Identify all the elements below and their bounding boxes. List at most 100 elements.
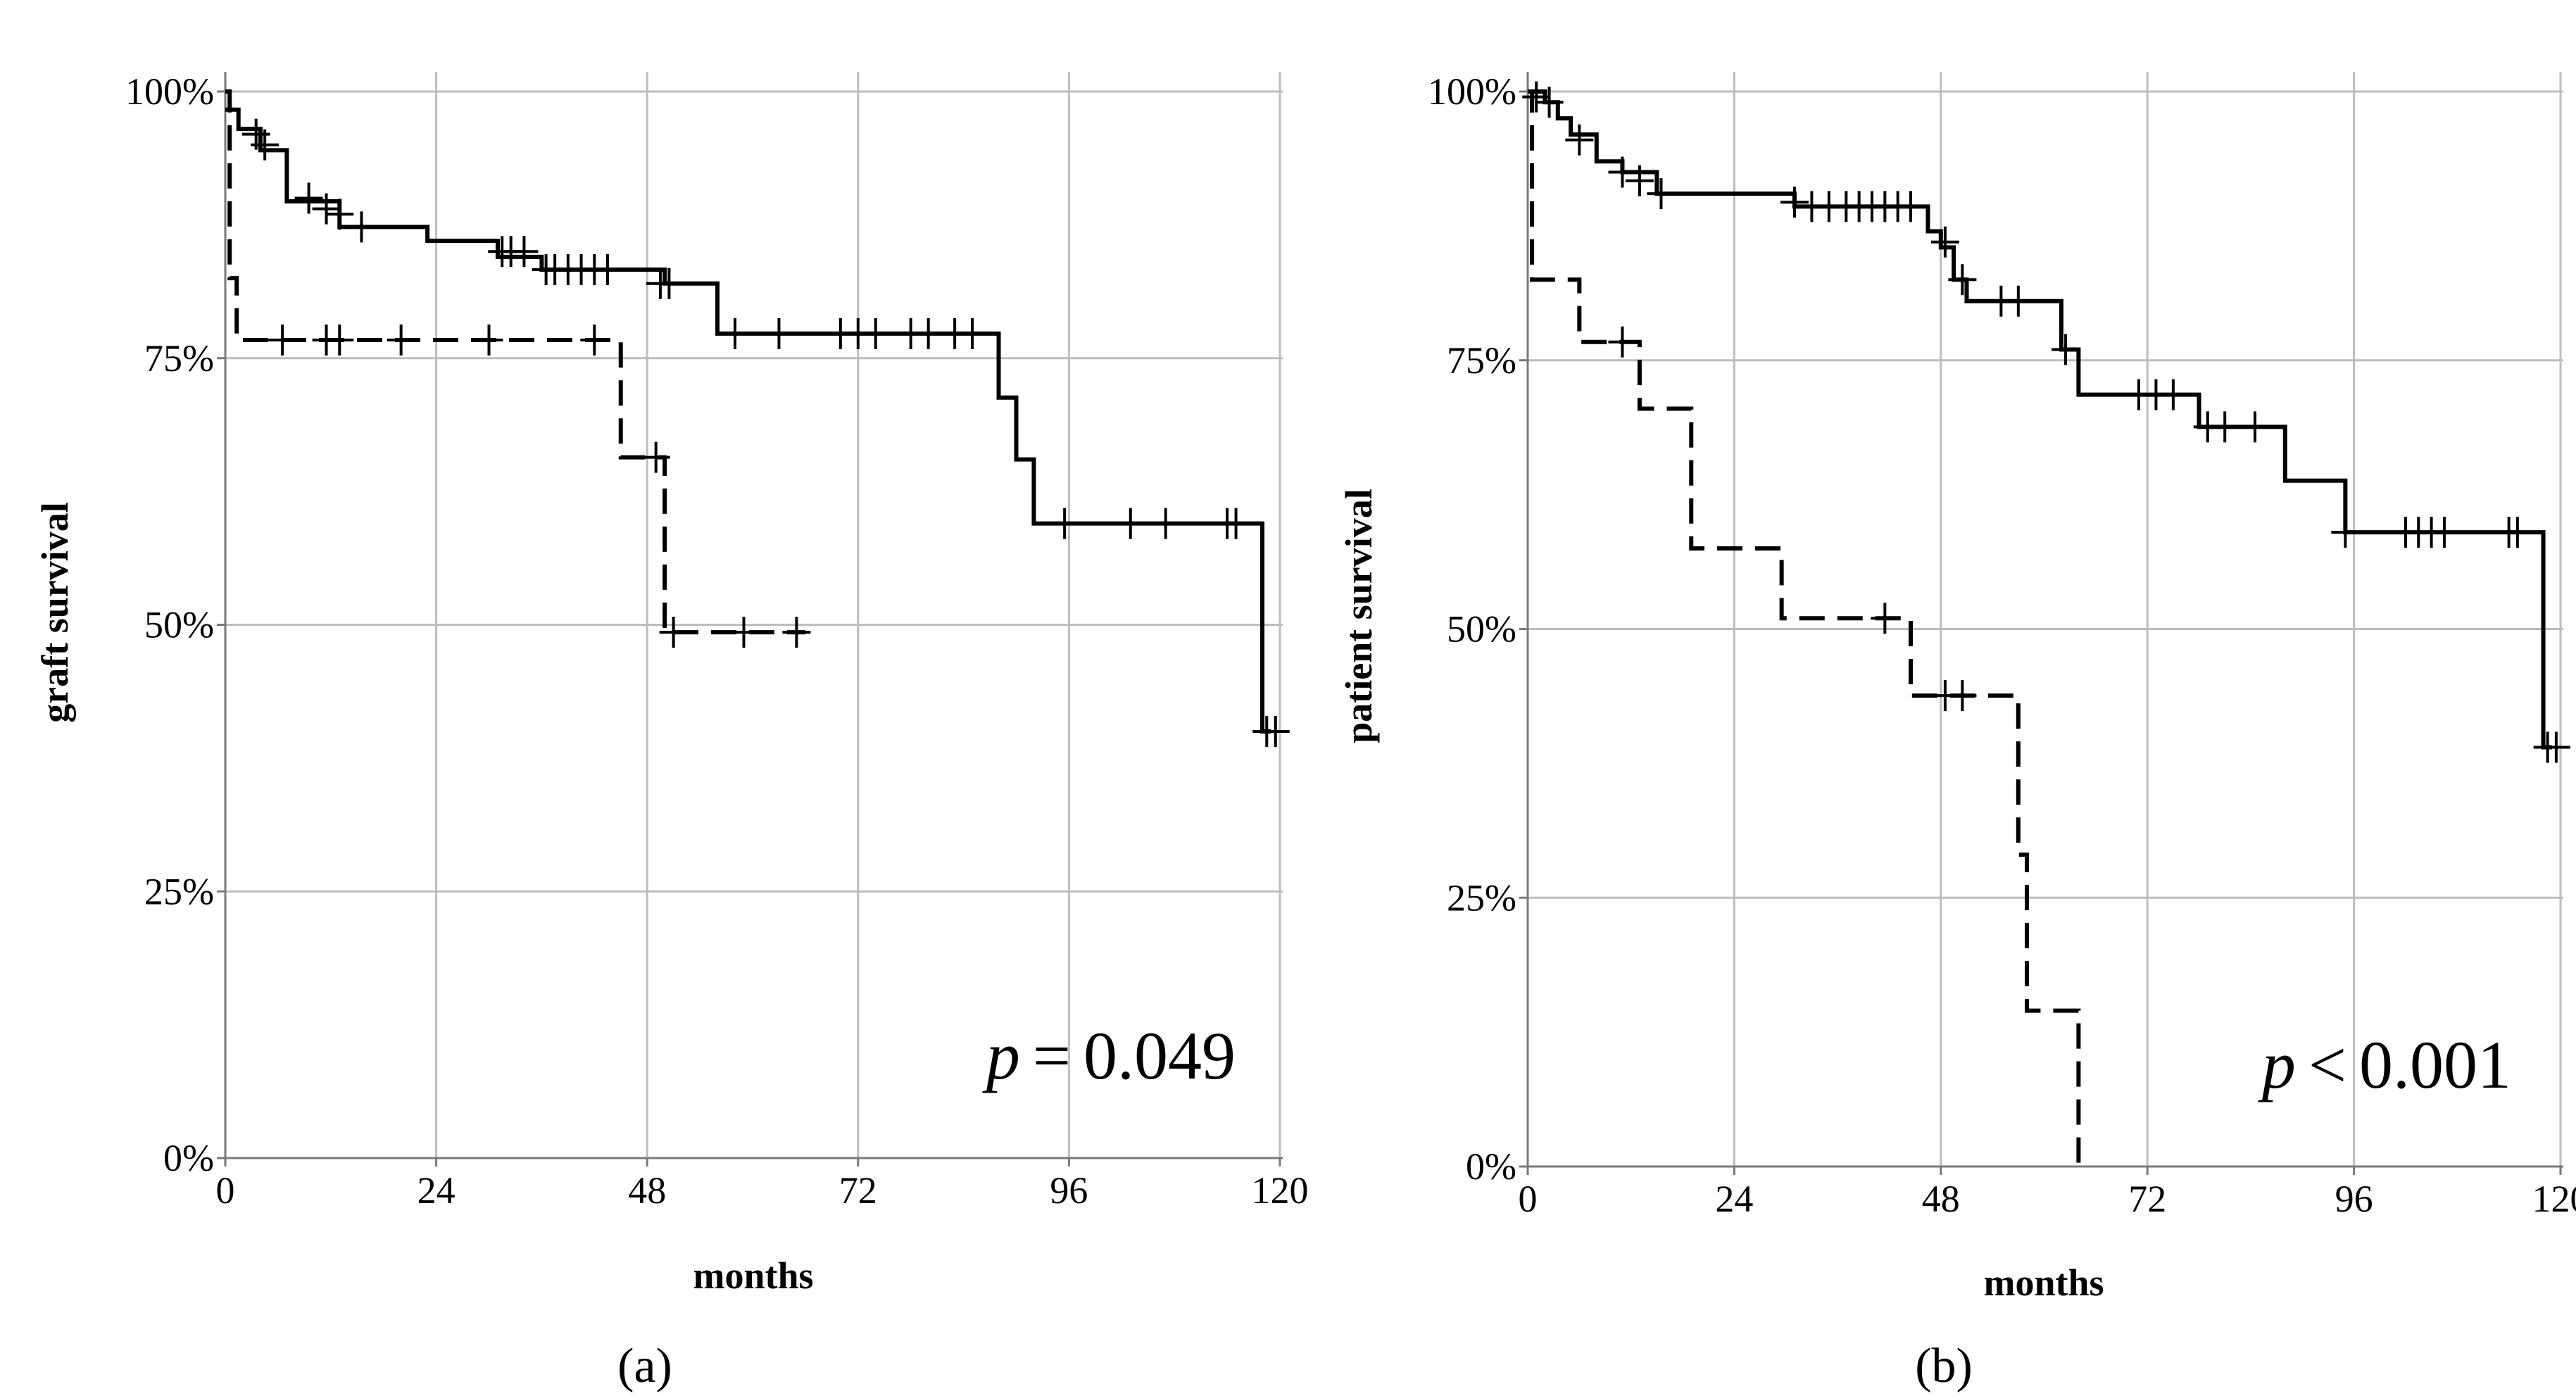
panel-b-solid-censor-mark-5 [1647,178,1676,210]
panel-a-x-tick-label-24: 24 [417,1169,455,1212]
panel-a-series [225,89,1290,747]
panel-b-solid-censor-mark-4 [1625,165,1654,196]
panel-a-solid-censor-mark-3 [312,193,341,225]
panel-b-dashed-survival-curve [1528,89,2087,1169]
panel-b-solid-censor-mark-2 [1565,124,1594,156]
panel-a-solid-censor-mark-30 [1221,508,1250,539]
panel-a-dashed-survival-curve [225,89,805,635]
panel-b-p-value: 0.001 [2359,1027,2511,1102]
panel-b-solid-censor-mark-32 [2503,517,2532,548]
panel-b-solid-censor-mark-15 [1930,226,1959,258]
panel-b-p-symbol: p [2258,1027,2296,1102]
panel-a-dashed-censor-mark-4 [475,324,503,356]
panel-a-solid-censor-mark-14 [593,254,622,286]
panel-b-solid-censor-mark-3 [1608,156,1637,188]
panel-a-dashed-censor-mark-2 [325,324,354,356]
panel-b-x-tick-label-120: 120 [2532,1178,2576,1220]
panel-b-solid-censor-mark-24 [2211,411,2239,443]
panel-a-grid [225,72,1283,1158]
panel-b-solid-survival-curve [1528,89,2552,750]
panel-b-p-operator: < [2308,1027,2346,1102]
panel-a-dashed-censor-mark-6 [641,441,670,473]
panel-a-y-tick-label-25%: 25% [144,870,214,912]
panel-a-solid-survival-curve [225,107,1271,734]
panel-a-solid-censor-mark-16 [655,268,684,299]
panel-a-dashed-censor-mark-3 [387,324,415,356]
panel-a-label: (a) [617,1339,672,1393]
panel-a-solid-censor-mark-26 [1050,508,1079,539]
panel-b-y-tick-label-100%: 100% [1428,70,1516,113]
panel-a-x-tick-label-96: 96 [1050,1169,1088,1212]
panel-b-solid-censor-mark-18 [2004,285,2032,317]
panel-b-x-axis-title: months [1983,1262,2104,1304]
panel-b-y-axis-title: patient survival [1338,489,1380,743]
panel-b-x-tick-label-96: 96 [2335,1178,2373,1220]
panel-b-x-tick-label-72: 72 [2128,1178,2166,1220]
panel-a-dashed-censor-mark-9 [782,617,811,648]
panel-b-solid-censor-mark-0 [1522,81,1551,113]
panel-a-solid-censor-mark-27 [1116,508,1145,539]
panel-b-axes [1526,72,2563,1168]
panel-a-y-tick-label-100%: 100% [125,70,214,113]
panel-a-y-tick-label-50%: 50% [144,604,214,646]
panel-a-solid-censor-mark-28 [1151,508,1180,539]
panel-b-ticks: 0 24 48 72 96 120 0% 25% 50% 75% 100% [1428,70,2576,1220]
panel-b-solid-censor-mark-34 [2542,731,2570,763]
panel-a-solid-censor-mark-8 [510,236,539,268]
panel-b-p-value-annotation: p <0.001 [2258,1027,2511,1102]
panel-a-solid-censor-mark-32 [1261,716,1290,747]
panel-a-dashed-censor-mark-7 [659,617,688,648]
panel-b-grid [1528,72,2563,1167]
panel-a-p-symbol: p [982,1018,1020,1093]
panel-a-solid-censor-mark-25 [958,317,987,349]
panel-b-solid-censor-mark-16 [1948,264,1977,296]
panel-a-dashed-censor-mark-8 [729,617,758,648]
panel-a-x-tick-label-72: 72 [839,1169,877,1212]
panel-a-ticks: 0 24 48 72 96 120 0% 25% 50% 75% 100% [125,70,1308,1212]
panel-b-x-tick-label-0: 0 [1519,1178,1538,1220]
panel-a-solid-censor-mark-2 [294,182,323,214]
panel-b-x-tick-label-48: 48 [1922,1178,1960,1220]
panel-b-y-tick-label-0%: 0% [1466,1145,1516,1188]
panel-a-y-tick-label-75%: 75% [144,337,214,379]
panel-b-y-tick-label-25%: 25% [1447,876,1516,919]
panel-b-solid-censor-mark-19 [2052,334,2080,365]
panel-b-patient-survival: 0 24 48 72 96 120 0% 25% 50% 75% 100% months patie… [1338,70,2576,1393]
panel-a-x-tick-label-48: 48 [628,1169,666,1212]
panel-b-solid-censor-mark-1 [1535,87,1564,118]
panel-b-solid-censor-mark-14 [1897,191,1925,222]
panel-b-y-tick-label-75%: 75% [1447,339,1516,382]
panel-b-dashed-censor-mark-3 [1948,680,1977,712]
panel-a-solid-censor-mark-1 [251,129,279,161]
panel-b-solid-censor-mark-6 [1780,187,1809,218]
panel-a-graft-survival: 0 24 48 72 96 120 0% 25% 50% 75% 100% months graft… [34,70,1309,1393]
panel-b-solid-censor-mark-25 [2241,411,2270,443]
panel-a-y-axis-title: graft survival [34,502,76,722]
panel-a-x-tick-label-120: 120 [1252,1169,1309,1212]
panel-b-label: (b) [1915,1339,1973,1393]
panel-b-solid-censor-mark-30 [2430,517,2458,548]
panel-b-x-tick-label-24: 24 [1715,1178,1753,1220]
panel-a-p-operator: = [1033,1018,1071,1093]
panel-b-dashed-censor-mark-1 [1871,603,1899,634]
panel-a-solid-censor-mark-17 [721,317,750,349]
panel-a-y-tick-label-0%: 0% [163,1137,214,1179]
panel-a-x-tick-label-0: 0 [216,1169,235,1212]
panel-a-solid-censor-mark-21 [861,317,890,349]
panel-a-p-value-annotation: p = 0.049 [982,1018,1236,1093]
panel-a-dashed-censor-mark-0 [268,324,297,356]
panel-a-solid-censor-mark-4 [325,199,354,230]
panel-a-solid-censor-mark-5 [347,211,376,243]
panel-b-y-tick-label-50%: 50% [1447,608,1516,650]
panel-b-series [1522,81,2570,1169]
panel-b-solid-censor-mark-22 [2159,379,2187,410]
panel-a-solid-censor-mark-18 [765,317,793,349]
panel-b-dashed-censor-mark-0 [1608,326,1637,358]
panel-b-solid-censor-mark-26 [2331,517,2360,548]
panel-a-p-value: 0.049 [1083,1018,1236,1093]
panel-a-axes [224,72,1283,1159]
panel-a-solid-censor-mark-23 [914,317,943,349]
panel-a-dashed-censor-mark-5 [580,324,609,356]
panel-a-x-axis-title: months [693,1254,813,1297]
